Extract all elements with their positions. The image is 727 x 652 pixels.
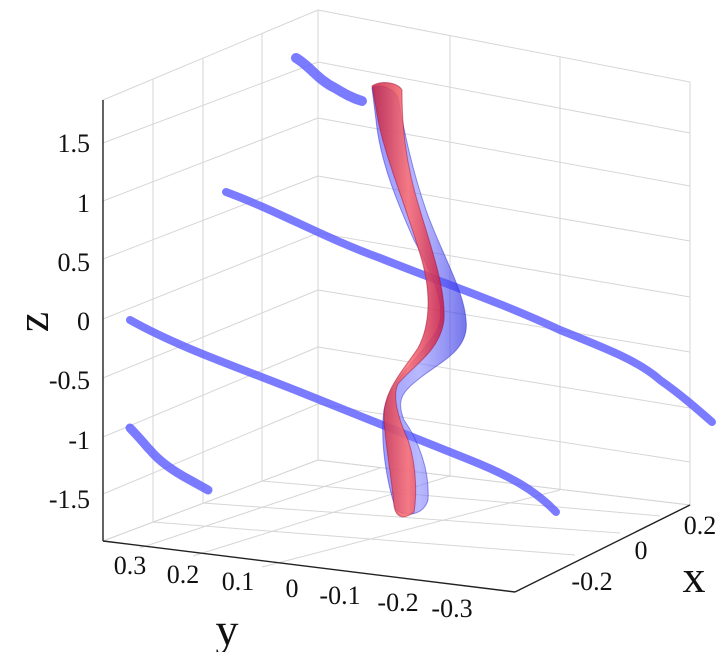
y-tick: 0.3	[114, 551, 147, 580]
filament-2	[222, 188, 716, 426]
y-tick: -0.1	[319, 581, 360, 610]
y-tick: -0.3	[431, 594, 472, 623]
y-tick-labels: 0.3 0.2 0.1 0 -0.1 -0.2 -0.3	[114, 551, 473, 623]
x-tick: 0	[635, 536, 648, 565]
z-tick-labels: 1.5 1 0.5 0 -0.5 -1 -1.5	[49, 129, 90, 514]
x-axis-line	[514, 504, 691, 593]
filament-3	[126, 316, 560, 516]
z-tick: 0.5	[58, 248, 91, 277]
y-axis-title: y	[216, 604, 239, 652]
z-tick: 1	[77, 189, 90, 218]
filament-4	[125, 423, 213, 495]
y-tick: 0	[286, 574, 299, 603]
z-tick: 1.5	[58, 129, 91, 158]
x-tick: -0.2	[571, 567, 612, 596]
z-axis-title: z	[7, 312, 58, 332]
filaments	[125, 53, 716, 516]
y-tick: 0.2	[167, 560, 200, 589]
vertical-tube	[371, 82, 467, 518]
y-axis-line	[102, 540, 516, 593]
z-tick: 0	[77, 307, 90, 336]
tube-red-core	[371, 82, 445, 518]
z-tick: -1.5	[49, 485, 90, 514]
y-tick: 0.1	[222, 567, 255, 596]
x-tick: 0.2	[684, 511, 717, 540]
x-axis-title: x	[683, 551, 706, 602]
x-tick-labels: -0.2 0 0.2	[571, 511, 716, 596]
y-tick: -0.2	[377, 588, 418, 617]
z-tick: -0.5	[49, 366, 90, 395]
z-tick: -1	[68, 426, 90, 455]
filament-1	[291, 53, 367, 106]
